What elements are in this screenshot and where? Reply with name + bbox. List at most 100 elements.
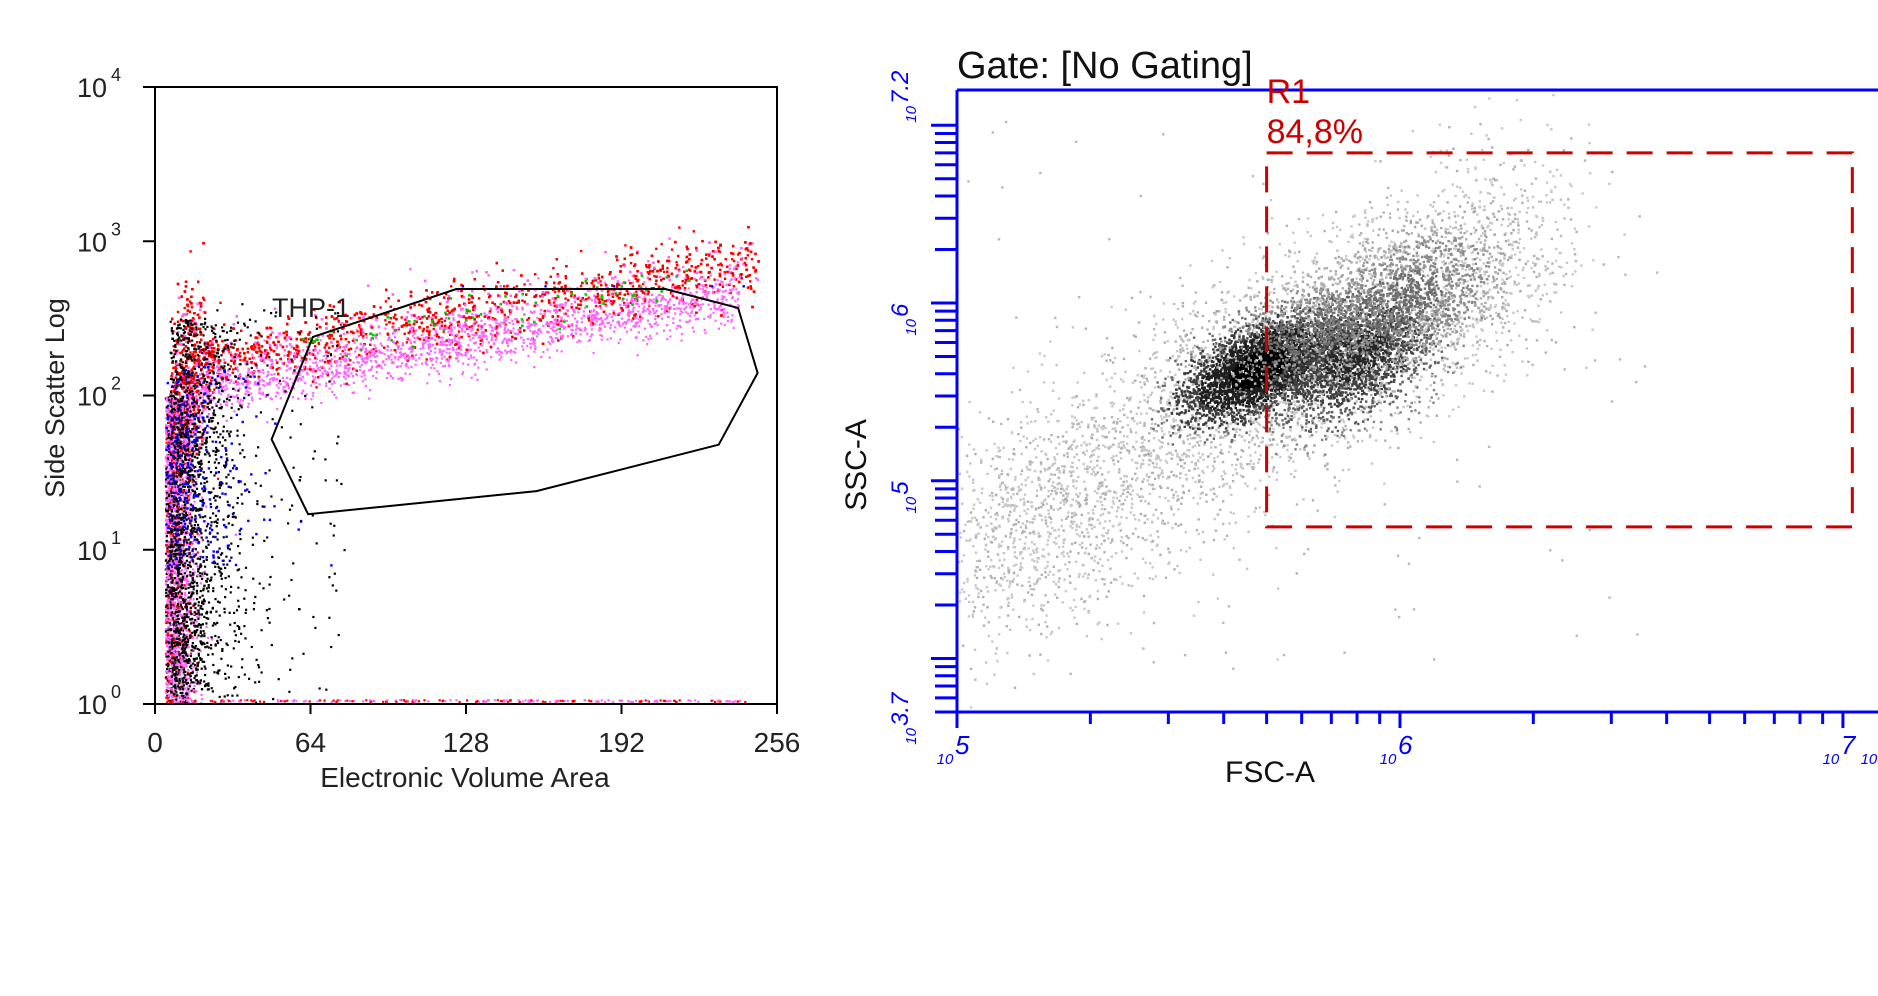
left-scatter-point bbox=[447, 295, 451, 298]
left-scatter-point bbox=[186, 309, 190, 312]
left-scatter-point bbox=[188, 389, 191, 392]
left-scatter-point bbox=[667, 256, 670, 259]
left-scatter-point bbox=[497, 306, 500, 309]
left-scatter-point bbox=[681, 280, 684, 283]
left-scatter-point bbox=[746, 286, 750, 289]
left-scatter-point bbox=[541, 316, 544, 319]
left-scatter-point bbox=[466, 326, 469, 329]
left-scatter-point bbox=[278, 332, 281, 335]
left-scatter-point bbox=[689, 277, 693, 280]
left-scatter-point bbox=[190, 295, 193, 298]
left-scatter-point bbox=[246, 347, 250, 350]
left-scatter-point bbox=[201, 440, 204, 443]
left-scatter-point bbox=[471, 296, 474, 299]
left-scatter-point bbox=[552, 267, 555, 270]
left-scatter-point bbox=[740, 277, 743, 280]
left-scatter-point bbox=[324, 360, 327, 364]
left-scatter-point bbox=[610, 292, 613, 296]
left-scatter-point bbox=[449, 321, 452, 324]
left-scatter-point bbox=[283, 349, 287, 352]
left-scatter-point bbox=[425, 289, 428, 292]
left-scatter-point bbox=[562, 289, 565, 292]
left-scatter-point bbox=[556, 275, 559, 278]
left-scatter-point bbox=[180, 370, 184, 373]
left-scatter-point bbox=[659, 269, 662, 272]
left-scatter-point bbox=[695, 246, 698, 250]
left-scatter-point bbox=[177, 372, 181, 375]
left-scatter-point bbox=[293, 347, 296, 350]
left-scatter-point bbox=[485, 301, 489, 304]
left-scatter-point bbox=[505, 302, 509, 305]
left-scatter-point bbox=[219, 383, 222, 386]
left-scatter-point bbox=[223, 323, 226, 326]
left-scatter-point bbox=[557, 339, 560, 342]
left-scatter-point bbox=[584, 298, 588, 301]
left-scatter-point bbox=[257, 346, 261, 350]
left-scatter-point bbox=[697, 283, 700, 286]
left-scatter-point bbox=[438, 318, 441, 322]
left-scatter-point bbox=[542, 314, 545, 318]
left-scatter-point bbox=[384, 313, 387, 316]
left-scatter-point bbox=[744, 241, 747, 244]
left-scatter-point bbox=[254, 341, 257, 344]
left-scatter-point bbox=[592, 286, 595, 289]
left-scatter-point bbox=[174, 368, 178, 371]
left-scatter-point bbox=[453, 339, 457, 342]
left-scatter-point bbox=[276, 361, 279, 364]
left-scatter-point bbox=[206, 341, 210, 344]
left-scatter-point bbox=[635, 290, 638, 293]
left-scatter-point bbox=[171, 372, 174, 375]
left-scatter-point bbox=[211, 365, 214, 368]
left-scatter-point bbox=[594, 304, 598, 308]
left-scatter-point bbox=[269, 327, 273, 330]
left-scatter-point bbox=[234, 339, 237, 342]
left-scatter-point bbox=[199, 305, 203, 308]
left-scatter-point bbox=[717, 263, 720, 267]
left-scatter-point bbox=[726, 265, 729, 268]
left-scatter-point bbox=[325, 316, 328, 319]
left-scatter-point bbox=[754, 252, 757, 256]
left-scatter-point bbox=[611, 284, 614, 287]
left-scatter-point bbox=[751, 242, 754, 245]
left-scatter-point bbox=[668, 237, 671, 240]
left-scatter-point bbox=[690, 265, 693, 268]
left-scatter-point bbox=[553, 290, 557, 294]
left-scatter-point bbox=[457, 330, 461, 333]
left-scatter-point bbox=[661, 267, 664, 270]
left-scatter-point bbox=[460, 289, 463, 293]
left-scatter-point bbox=[701, 240, 704, 243]
left-scatter-point bbox=[616, 294, 619, 297]
left-scatter-point bbox=[344, 313, 347, 317]
left-scatter-point bbox=[646, 271, 650, 274]
left-scatter-point bbox=[470, 301, 473, 304]
left-scatter-point bbox=[330, 315, 334, 318]
left-scatter-point bbox=[243, 356, 247, 359]
left-scatter-point bbox=[356, 330, 359, 333]
left-scatter-point bbox=[213, 347, 216, 350]
left-scatter-point bbox=[360, 312, 363, 315]
left-scatter-point bbox=[256, 351, 259, 354]
left-scatter-point bbox=[592, 284, 595, 287]
left-scatter-point bbox=[321, 366, 324, 369]
left-scatter-point bbox=[375, 350, 378, 353]
left-scatter-point bbox=[541, 342, 545, 345]
left-scatter-point bbox=[723, 277, 727, 280]
left-scatter-point bbox=[556, 319, 559, 322]
left-scatter-point bbox=[629, 253, 632, 257]
left-scatter-point bbox=[626, 305, 629, 308]
left-scatter-point bbox=[295, 349, 298, 352]
left-scatter-point bbox=[239, 351, 242, 355]
left-scatter-point bbox=[731, 274, 735, 277]
left-scatter-point bbox=[336, 340, 339, 343]
left-scatter-point bbox=[291, 360, 294, 363]
left-scatter-point bbox=[432, 314, 435, 317]
left-scatter-point bbox=[424, 279, 427, 283]
left-scatter-point bbox=[670, 248, 674, 251]
left-scatter-point bbox=[482, 351, 485, 355]
left-scatter-point bbox=[362, 316, 365, 319]
left-scatter-point bbox=[572, 296, 576, 299]
left-scatter-point bbox=[483, 315, 487, 318]
left-scatter-point bbox=[757, 260, 760, 263]
left-scatter-point bbox=[660, 242, 663, 246]
